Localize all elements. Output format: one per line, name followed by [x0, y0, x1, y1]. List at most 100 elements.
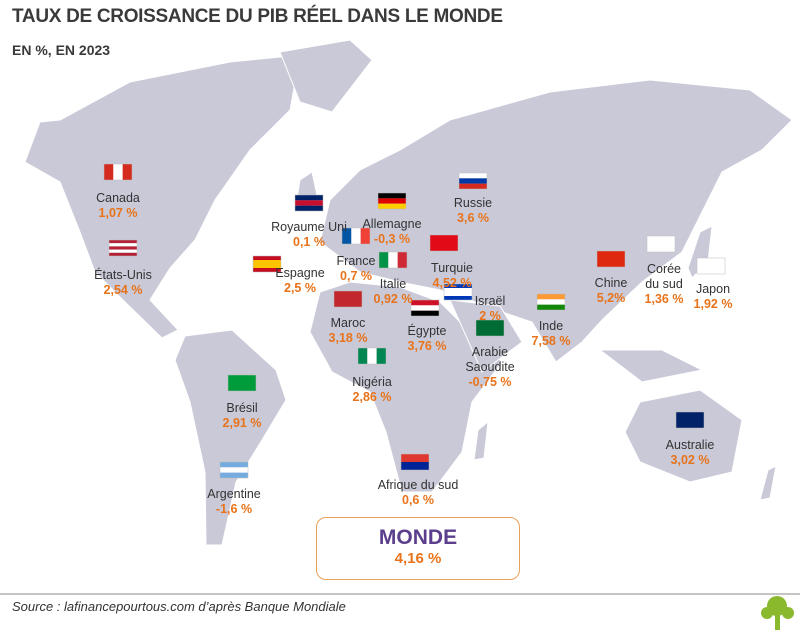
flag-part — [367, 348, 377, 364]
flag-part — [697, 258, 725, 274]
flag-part — [400, 453, 430, 471]
africa — [309, 281, 503, 493]
country-label: Brésil 2,91 % — [223, 401, 262, 431]
country-value: -0,75 % — [468, 375, 512, 389]
greenland — [279, 39, 373, 113]
country-name: Afrique du sud — [377, 478, 459, 492]
flag-part — [253, 268, 281, 272]
country-label: Corée du sud 1,36 % — [642, 262, 687, 307]
flag-part — [378, 251, 408, 269]
flag-part — [676, 412, 704, 428]
country-name: Australie — [665, 438, 715, 452]
country-label: Allemagne -0,3 % — [362, 217, 421, 247]
country-name: États-Unis — [94, 268, 152, 282]
flag-part — [401, 462, 429, 470]
country-value: 2,5 % — [284, 281, 316, 295]
country-name: Maroc — [330, 316, 366, 330]
country-label: Argentine -1,6 % — [207, 487, 261, 517]
flag-part — [113, 164, 123, 180]
flag-part — [253, 256, 281, 260]
flag-part — [376, 348, 386, 364]
flag-part — [377, 192, 407, 210]
flag-part — [444, 288, 472, 292]
world-name: MONDE — [378, 526, 458, 549]
country-label: Russie 3,6 % — [454, 196, 492, 226]
flag-part — [597, 251, 625, 267]
flag-part — [388, 252, 398, 268]
flag-part — [411, 300, 439, 306]
flag-part — [537, 299, 565, 305]
flag-part — [108, 239, 138, 257]
country-label: Australie 3,02 % — [666, 438, 715, 468]
country-label: Espagne 2,5 % — [275, 266, 324, 296]
country-name: Turquie — [431, 261, 473, 275]
country-value: 2,86 % — [352, 390, 392, 404]
country-name: Argentine — [207, 487, 261, 501]
flag-part — [109, 240, 137, 244]
country-label: Arabie Saoudite -0,75 % — [455, 345, 525, 390]
flag-part — [429, 234, 459, 252]
country-value: 1,36 % — [644, 292, 684, 306]
flag-part — [253, 260, 281, 264]
flag-part — [378, 198, 406, 204]
country-value: 0,1 % — [293, 235, 325, 249]
country-name: Israël — [474, 294, 506, 308]
flag-part — [227, 374, 257, 392]
flag-part — [295, 200, 323, 206]
country-label: Japon 1,92 % — [694, 282, 733, 312]
flag-part — [351, 228, 361, 244]
flag-part — [444, 292, 472, 296]
flag-part — [378, 193, 406, 199]
flag-part — [357, 347, 387, 365]
flag-part — [537, 304, 565, 310]
country-label: France 0,7 % — [337, 254, 376, 284]
southeast-asia — [598, 349, 704, 383]
flag-part — [696, 257, 726, 275]
country-name: Égypte — [407, 324, 447, 338]
country-name: Corée du sud — [645, 262, 683, 291]
country-label: Afrique du sud 0,6 % — [378, 478, 459, 508]
source: Source : lafinancepourtous.com d’après B… — [12, 599, 346, 614]
country-label: Canada 1,07 % — [96, 191, 140, 221]
country-name: Allemagne — [362, 217, 422, 231]
country-value: 3,6 % — [457, 211, 489, 225]
flag-part — [646, 235, 676, 253]
country-label: Royaume Uni 0,1 % — [271, 220, 347, 250]
country-value: 3,02 % — [670, 453, 710, 467]
country-label: Chine 5,2% — [595, 276, 628, 306]
country-name: Nigéria — [352, 375, 392, 389]
country-value: -1,6 % — [215, 502, 253, 516]
flag-part — [360, 228, 370, 244]
flag-part — [252, 255, 282, 273]
flag-part — [220, 462, 248, 468]
flag-part — [104, 164, 114, 180]
flag-part — [411, 305, 439, 311]
flag-part — [253, 264, 281, 268]
country-name: Italie — [379, 277, 407, 291]
flag-part — [537, 294, 565, 300]
flag-part — [475, 319, 505, 337]
country-label: Israël 2 % — [475, 294, 506, 324]
flag-part — [109, 243, 137, 247]
flag-part — [220, 467, 248, 473]
country-label: Maroc 3,18 % — [329, 316, 368, 346]
world-value: 4,16 % — [394, 550, 442, 567]
flag-part — [109, 249, 137, 253]
country-value: 7,58 % — [531, 334, 571, 348]
flag-part — [122, 164, 132, 180]
title: TAUX DE CROISSANCE DU PIB RÉEL DANS LE M… — [12, 6, 503, 27]
flag-part — [459, 173, 487, 179]
country-name: Royaume Uni — [271, 220, 347, 234]
flag-part — [295, 195, 323, 201]
south-america — [174, 329, 287, 546]
flag-part — [444, 284, 472, 288]
country-value: 0,6 % — [402, 493, 434, 507]
flag-part — [458, 172, 488, 190]
flag-part — [379, 252, 389, 268]
flag-part — [401, 454, 429, 462]
country-value: 2,54 % — [103, 283, 143, 297]
flag-part — [647, 236, 675, 252]
flag-part — [109, 252, 137, 256]
country-label: Italie 0,92 % — [374, 277, 413, 307]
